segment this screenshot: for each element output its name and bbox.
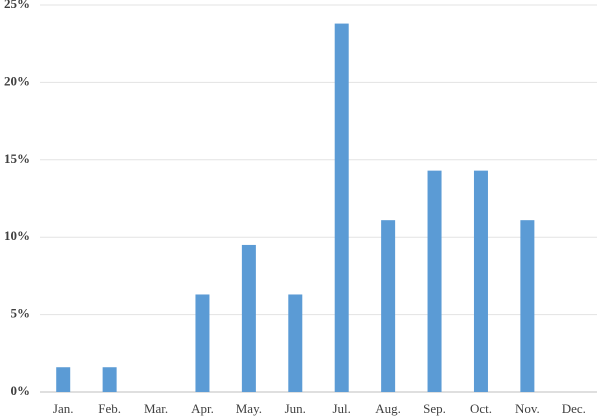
bar xyxy=(381,220,396,392)
bar xyxy=(334,23,349,393)
y-tick-label: 5% xyxy=(11,306,31,321)
y-tick-label: 10% xyxy=(4,228,30,243)
x-tick-label: Feb. xyxy=(98,401,121,416)
y-tick-label: 25% xyxy=(4,0,30,11)
x-tick-label: Mar. xyxy=(144,401,168,416)
y-tick-label: 15% xyxy=(4,151,30,166)
x-tick-label: May. xyxy=(236,401,262,416)
bar xyxy=(427,170,442,392)
x-tick-label: Aug. xyxy=(375,401,401,416)
x-tick-label: Sep. xyxy=(423,401,446,416)
bar xyxy=(56,367,71,392)
y-tick-label: 0% xyxy=(11,383,31,398)
bar xyxy=(241,244,256,392)
x-tick-label: Oct. xyxy=(470,401,492,416)
bar xyxy=(520,220,535,392)
y-tick-label: 20% xyxy=(4,73,30,88)
x-tick-label: Nov. xyxy=(515,401,540,416)
bar xyxy=(288,294,303,392)
x-tick-label: Jul. xyxy=(332,401,350,416)
x-tick-label: Jan. xyxy=(53,401,74,416)
x-tick-label: Jun. xyxy=(285,401,306,416)
x-tick-label: Dec. xyxy=(562,401,586,416)
bar xyxy=(195,294,210,392)
bar xyxy=(473,170,488,392)
x-tick-label: Apr. xyxy=(191,401,214,416)
bar xyxy=(102,367,117,392)
